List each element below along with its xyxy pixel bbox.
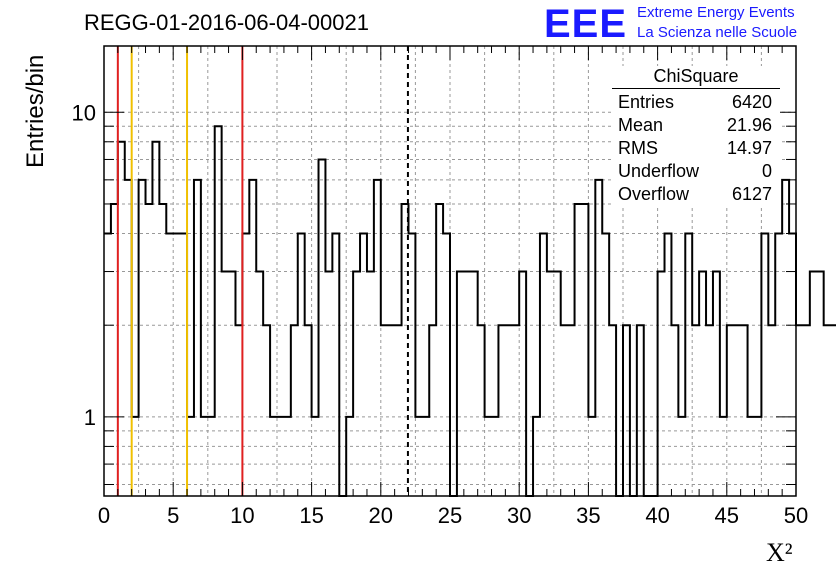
stats-value: 21.96 [726,115,772,135]
histogram-series [104,125,836,497]
x-tick-label: 25 [438,503,462,528]
stats-row-rms: RMS 14.97 [612,137,780,160]
stats-value: 0 [761,161,772,181]
x-tick-label: 0 [98,503,110,528]
x-tick-label: 40 [645,503,669,528]
y-axis-label-container: Entries/bin [4,55,49,188]
x-tick-label: 5 [167,503,179,528]
chart-title: REGG-01-2016-06-04-00021 [84,10,369,35]
stats-row-mean: Mean 21.96 [612,114,780,137]
stats-row-entries: Entries 6420 [612,91,780,114]
logo-line-1: Extreme Energy Events [637,4,795,21]
x-tick-label: 35 [576,503,600,528]
x-tick-label: 45 [715,503,739,528]
stats-box: ChiSquare Entries 6420 Mean 21.96 RMS 14… [612,66,780,206]
stats-label: Mean [618,115,664,135]
x-tick-label: 10 [230,503,254,528]
stats-label: Underflow [618,161,700,181]
y-tick-label: 1 [84,405,96,430]
x-tick-label: 20 [369,503,393,528]
logo-line-2: La Scienza nelle Scuole [637,24,798,41]
x-axis-label: X² [766,538,793,567]
eee-logo: EEE [544,2,628,46]
stats-value: 6127 [731,184,772,204]
x-tick-label: 30 [507,503,531,528]
x-tick-label: 50 [784,503,808,528]
x-tick-label: 15 [299,503,323,528]
stats-row-overflow: Overflow 6127 [612,183,780,206]
stats-title: ChiSquare [612,66,780,89]
stats-label: Entries [618,92,675,112]
stats-row-underflow: Underflow 0 [612,160,780,183]
stats-value: 6420 [731,92,772,112]
stats-label: Overflow [618,184,690,204]
stats-label: RMS [618,138,658,158]
y-tick-label: 10 [72,100,96,125]
stats-value: 14.97 [726,138,772,158]
y-axis-label: Entries/bin [22,54,49,168]
